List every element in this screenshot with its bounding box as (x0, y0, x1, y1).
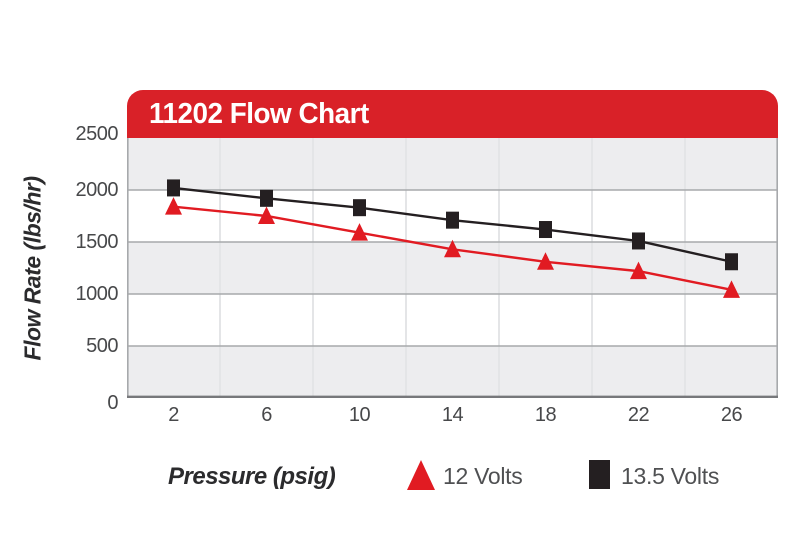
marker-13-5-volts (725, 253, 738, 271)
flow-chart-card: 11202 Flow Chart (127, 90, 778, 398)
marker-12-volts (351, 223, 368, 241)
x-tick-label: 14 (441, 404, 464, 426)
legend-square-icon (589, 460, 610, 489)
chart-title-banner: 11202 Flow Chart (127, 90, 778, 138)
plot-area (127, 138, 778, 398)
marker-12-volts (165, 197, 182, 215)
y-tick-label: 0 (107, 392, 118, 414)
y-axis-title: Flow Rate (lbs/hr) (10, 132, 56, 404)
y-tick-label: 1000 (75, 283, 119, 305)
marker-13-5-volts (539, 221, 552, 239)
y-tick-label: 2500 (75, 123, 119, 145)
marker-13-5-volts (167, 179, 180, 197)
marker-13-5-volts (353, 199, 366, 217)
marker-12-volts (444, 239, 461, 258)
marker-13-5-volts (260, 189, 273, 207)
plot-wrap (127, 138, 778, 398)
marker-13-5-volts (632, 232, 645, 250)
marker-12-volts (258, 206, 275, 224)
y-tick-label: 2000 (75, 179, 119, 201)
marker-12-volts (630, 261, 647, 280)
legend-label-13-5-volts: 13.5 Volts (621, 463, 720, 489)
x-tick-label: 10 (348, 404, 371, 426)
legend-label-12-volts: 12 Volts (443, 463, 523, 489)
x-tick-label: 6 (261, 404, 272, 426)
x-tick-label: 26 (720, 404, 743, 426)
chart-title: 11202 Flow Chart (149, 97, 369, 130)
x-tick-label: 18 (534, 404, 557, 426)
y-tick-label: 500 (86, 335, 118, 357)
legend-triangle-icon (407, 460, 435, 490)
y-tick-label: 1500 (75, 231, 119, 253)
marker-13-5-volts (446, 211, 459, 229)
y-axis-title-text: Flow Rate (lbs/hr) (19, 176, 46, 360)
marker-12-volts (537, 252, 554, 270)
x-tick-label: 22 (627, 404, 650, 426)
x-axis-title: Pressure (psig) (168, 463, 336, 490)
marker-12-volts (723, 280, 740, 298)
x-tick-label: 2 (168, 404, 179, 426)
